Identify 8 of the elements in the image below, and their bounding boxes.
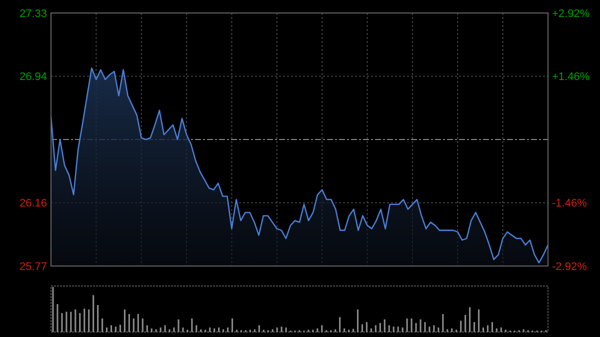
y2-tick-label: -1.46%: [552, 198, 588, 210]
y2-tick-label: +2.92%: [552, 8, 590, 20]
y-tick-label: 26.94: [19, 71, 47, 84]
y-tick-label: 27.33: [19, 8, 47, 20]
y-tick-label: 26.16: [19, 198, 47, 210]
y2-tick-label: -2.92%: [552, 260, 588, 273]
y-tick-label: 25.77: [19, 260, 47, 273]
y2-tick-label: +1.46%: [552, 71, 590, 84]
